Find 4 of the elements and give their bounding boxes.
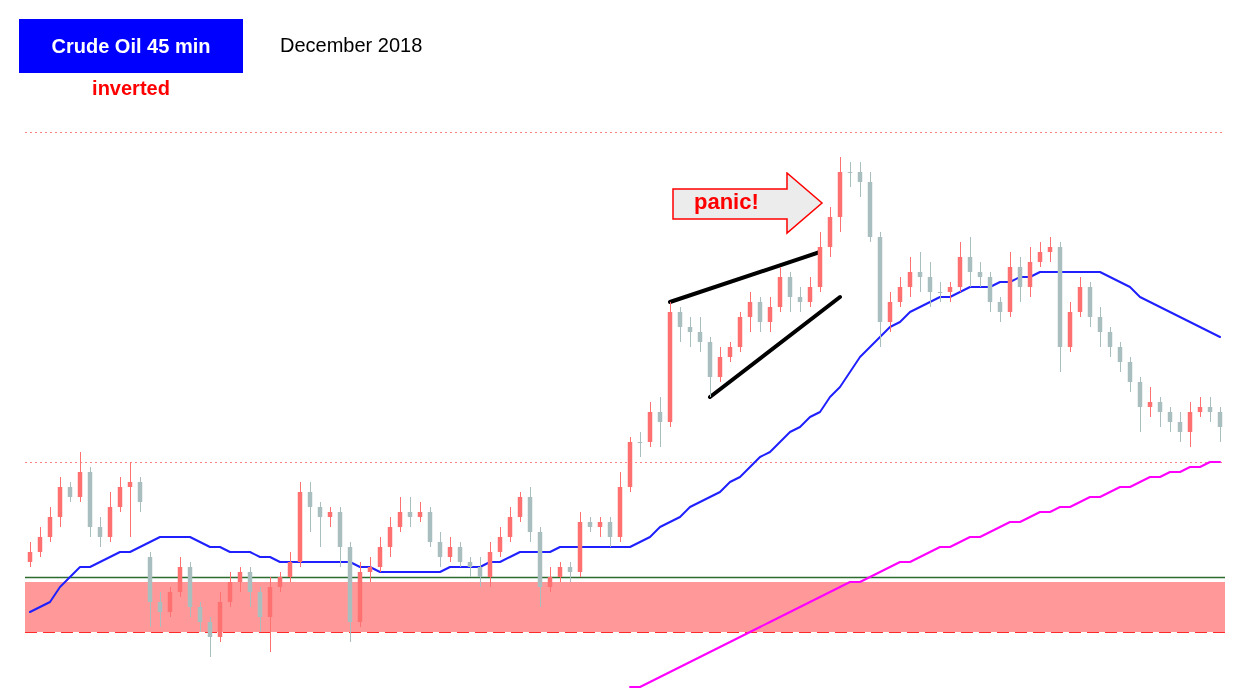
text: December 2018 <box>280 33 423 57</box>
chart-title: Crude Oil 45 min <box>19 19 243 73</box>
chart-subtitle: inverted <box>91 76 171 100</box>
annotation: panic! <box>694 189 759 215</box>
